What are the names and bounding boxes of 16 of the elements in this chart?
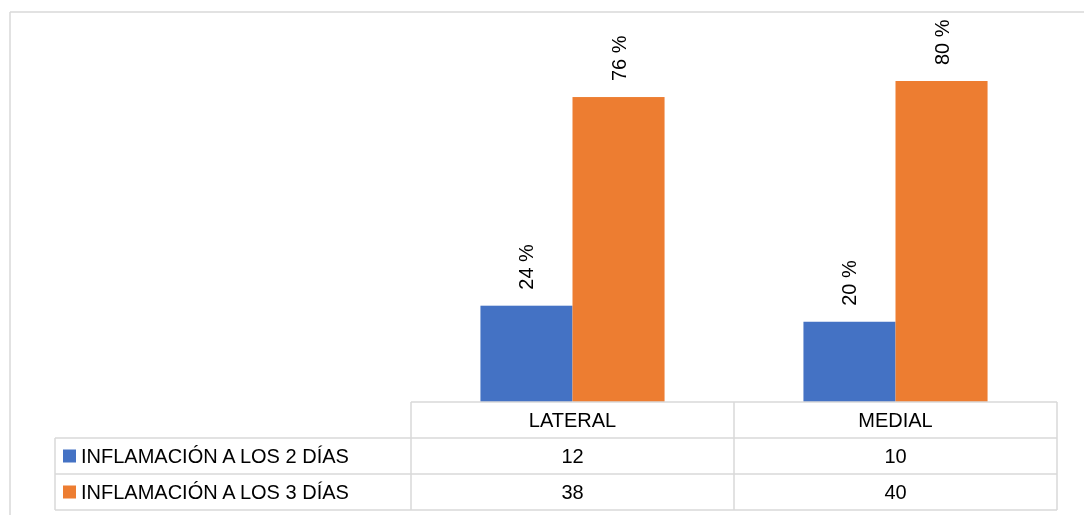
data-label: 80 %	[930, 19, 953, 65]
bar	[572, 97, 665, 402]
legend-label: INFLAMACIÓN A LOS 2 DÍAS	[81, 445, 349, 467]
bar	[895, 81, 988, 402]
x-tick-label: MEDIAL	[858, 409, 933, 431]
text: 38	[561, 481, 584, 503]
data-label: 24 %	[515, 243, 538, 290]
bar	[480, 305, 573, 402]
text: 40	[884, 481, 907, 503]
data-label: 76 %	[607, 35, 630, 82]
legend-label: INFLAMACIÓN A LOS 3 DÍAS	[81, 481, 349, 503]
text: 12	[561, 445, 584, 467]
text: 10	[884, 445, 907, 467]
data-label: 20 %	[838, 259, 861, 306]
x-tick-label: LATERAL	[528, 409, 617, 431]
bar	[803, 321, 896, 402]
